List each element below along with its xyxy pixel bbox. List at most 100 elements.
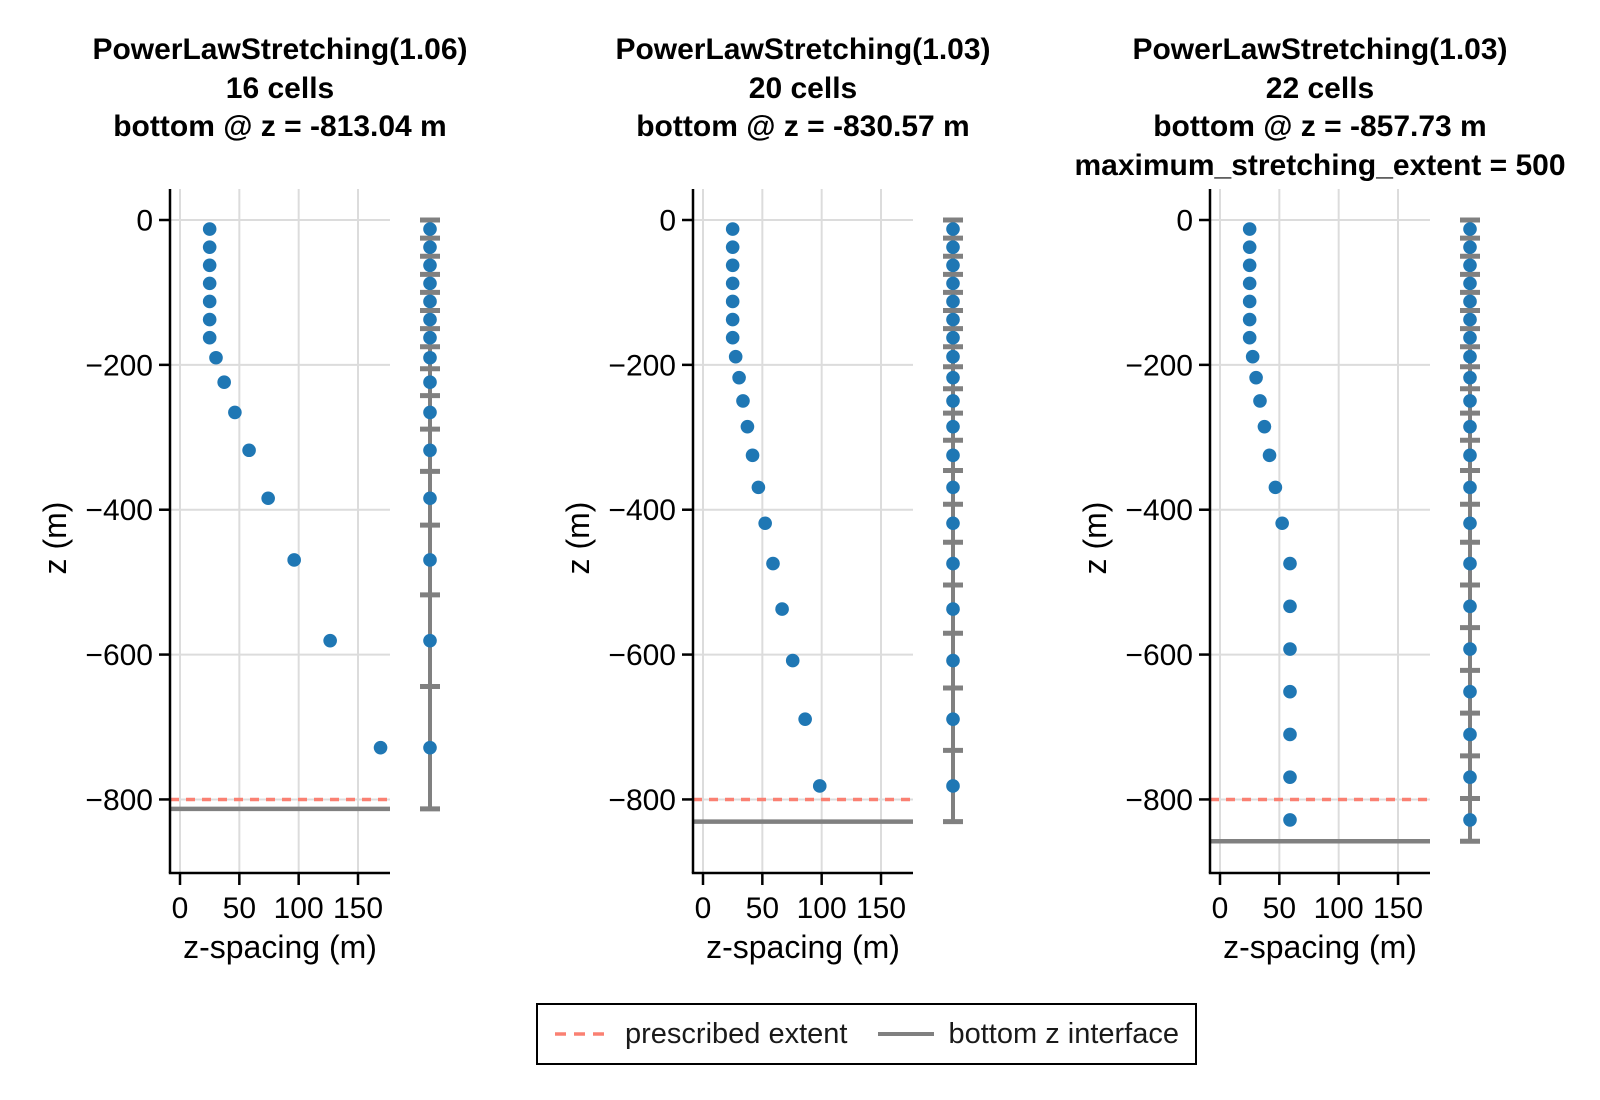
column-cell-center-dot (1463, 448, 1477, 463)
panel-1-x-axis-label: z-spacing (m) (183, 929, 377, 965)
legend-label: prescribed extent (625, 1017, 848, 1050)
panel-3-title-line: 22 cells (1265, 71, 1375, 105)
cell-center-point (1242, 294, 1257, 309)
dashed-line-sample-icon (555, 1032, 612, 1036)
column-cell-center-dot (1463, 516, 1477, 531)
panel-1-title-line: PowerLawStretching(1.06) (92, 33, 468, 66)
cell-center-point (775, 602, 789, 616)
column-cell-center-dot (946, 602, 960, 616)
cell-center-point (725, 240, 740, 254)
cell-center-point (725, 276, 740, 291)
x-tick-label: 0 (172, 892, 189, 925)
cell-center-point (202, 222, 217, 236)
panel-3-x-axis-label: z-spacing (m) (1223, 929, 1417, 965)
cell-center-point (1253, 394, 1267, 408)
column-cell-center-dot (946, 312, 960, 327)
column-cell-center-dot (423, 276, 437, 291)
column-cell-center-dot (946, 349, 960, 364)
column-cell-center-dot (946, 480, 960, 495)
cell-center-point (785, 653, 800, 668)
cell-center-point (209, 350, 223, 365)
panel-1-title-line: bottom @ z = -813.04 m (113, 110, 447, 143)
cell-center-point (217, 375, 231, 389)
cell-center-point (1242, 330, 1257, 345)
column-cell-center-dot (946, 653, 960, 668)
cell-center-point (1283, 684, 1297, 699)
column-cell-center-dot (946, 258, 960, 273)
column-cell-center-dot (946, 556, 960, 571)
cell-center-point (1242, 240, 1257, 254)
column-cell-center-dot (423, 633, 437, 648)
cell-center-point (202, 276, 217, 291)
column-cell-center-dot (423, 405, 437, 420)
y-tick-label: −200 (85, 349, 153, 382)
cell-center-point (725, 312, 740, 327)
y-tick-label: −600 (608, 639, 676, 672)
cell-center-point (1268, 480, 1283, 495)
panel-2-plot: 0 −200 −400 −600 −800 0 50 100 150 (608, 189, 963, 925)
cell-center-point (1283, 813, 1297, 827)
column-cell-center-dot (423, 350, 437, 365)
column-cell-center-dot (423, 258, 437, 273)
cell-center-point (1283, 642, 1297, 656)
cell-center-point (745, 448, 760, 463)
panel-3-y-axis-label: z (m) (1077, 501, 1113, 575)
column-cell-center-dot (1463, 599, 1477, 614)
column-cell-center-dot (1463, 770, 1477, 784)
y-tick-label: 0 (659, 205, 676, 238)
column-cell-center-dot (946, 394, 960, 408)
y-tick-label: −800 (1125, 784, 1193, 817)
cell-center-point (798, 712, 812, 726)
y-tick-label: 0 (136, 205, 153, 238)
cell-center-point (736, 394, 750, 408)
column-cell-center-dot (946, 276, 960, 291)
column-cell-center-dot (1463, 642, 1477, 656)
cell-center-point (202, 240, 217, 254)
column-cell-center-dot (946, 240, 960, 254)
x-tick-label: 50 (223, 892, 256, 925)
column-cell-center-dot (946, 779, 960, 793)
legend-label: bottom z interface (948, 1017, 1179, 1050)
cell-center-point (812, 779, 827, 793)
legend-item-bottom-z-interface: bottom z interface (877, 1018, 1179, 1051)
column-cell-center-dot (423, 294, 437, 309)
column-cell-center-dot (423, 375, 437, 389)
column-cell-center-dot (946, 419, 960, 434)
cell-center-point (1242, 222, 1257, 236)
panel-1-y-axis-label: z (m) (37, 501, 73, 575)
cell-center-point (242, 443, 256, 458)
y-tick-label: −400 (85, 494, 153, 527)
y-tick-label: −200 (608, 349, 676, 382)
column-cell-center-dot (423, 240, 437, 254)
cell-center-point (228, 405, 242, 420)
y-tick-label: −400 (608, 494, 676, 527)
solid-line-sample-icon (878, 1032, 935, 1036)
column-cell-center-dot (423, 740, 437, 755)
cell-center-point (261, 491, 275, 506)
panel-1-title-line: 16 cells (225, 71, 335, 105)
y-tick-label: −200 (1125, 349, 1193, 382)
column-cell-center-dot (1463, 276, 1477, 291)
cell-center-point (728, 349, 743, 364)
cell-center-point (1249, 370, 1263, 385)
x-tick-label: 150 (333, 892, 383, 925)
column-cell-center-dot (1463, 258, 1477, 273)
x-tick-label: 100 (274, 892, 324, 925)
panel-1-plot: 0 −200 −400 −600 −800 0 50 100 150 (85, 189, 440, 925)
column-cell-center-dot (423, 443, 437, 458)
panel-2-x-axis-label: z-spacing (m) (706, 929, 900, 965)
cell-center-point (766, 556, 780, 571)
cell-center-point (725, 258, 740, 273)
column-cell-center-dot (1463, 727, 1477, 742)
x-tick-label: 50 (746, 892, 779, 925)
cell-center-point (202, 258, 217, 273)
column-cell-center-dot (1463, 556, 1477, 571)
cell-center-point (725, 222, 740, 236)
column-cell-center-dot (1463, 394, 1477, 408)
column-cell-center-dot (946, 516, 960, 531)
column-cell-center-dot (423, 312, 437, 327)
cell-center-point (758, 516, 772, 531)
cell-center-point (202, 312, 217, 327)
column-cell-center-dot (423, 491, 437, 506)
